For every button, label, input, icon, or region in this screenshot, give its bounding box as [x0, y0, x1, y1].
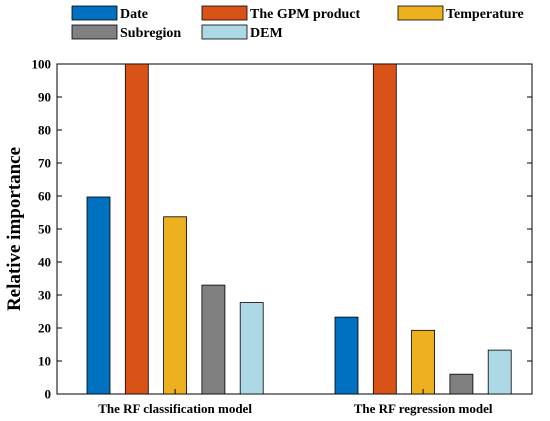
legend-label: Temperature [446, 7, 524, 22]
legend-swatch-dem [201, 24, 248, 40]
bar-date-1 [86, 196, 111, 395]
y-axis: 0 10 20 30 40 50 60 70 80 90 100 [32, 57, 532, 402]
legend-swatch-subregion [71, 24, 118, 40]
bar-the-gpm-product-2 [372, 63, 397, 395]
y-tick-label: 40 [38, 255, 51, 270]
y-tick-label: 70 [38, 156, 51, 171]
bar-the-gpm-product-1 [124, 63, 149, 395]
y-tick-label: 80 [38, 123, 51, 138]
y-tick-label: 0 [45, 387, 52, 402]
y-tick-label: 90 [38, 90, 51, 105]
x-tick-label: The RF regression model [354, 401, 493, 416]
bar-temperature-2 [411, 329, 436, 395]
y-tick-label: 30 [38, 288, 51, 303]
bar-subregion-1 [201, 284, 226, 395]
y-tick-label: 50 [38, 222, 51, 237]
y-tick-label: 60 [38, 189, 51, 204]
x-axis: The RF classification model The RF regres… [98, 389, 493, 416]
x-tick-label: The RF classification model [98, 401, 252, 416]
bar-temperature-1 [163, 216, 188, 395]
legend: Date The GPM product Temperature Subregion D… [71, 5, 524, 41]
y-axis-label: Relative importance [4, 147, 25, 311]
legend-label: DEM [250, 26, 283, 41]
bar-dem-1 [239, 302, 264, 395]
legend-swatch-the-gpm-product [201, 5, 248, 21]
y-tick-label: 100 [32, 57, 52, 72]
y-tick-label: 20 [38, 321, 51, 336]
legend-swatch-temperature [397, 5, 444, 21]
bars [86, 63, 512, 395]
y-tick-label: 10 [38, 354, 51, 369]
bar-date-2 [334, 316, 359, 395]
bar-dem-2 [487, 349, 512, 395]
bar-subregion-2 [449, 373, 474, 395]
legend-label: Subregion [120, 26, 181, 41]
legend-label: The GPM product [250, 7, 361, 22]
legend-swatch-date [71, 5, 118, 21]
legend-label: Date [120, 7, 148, 22]
